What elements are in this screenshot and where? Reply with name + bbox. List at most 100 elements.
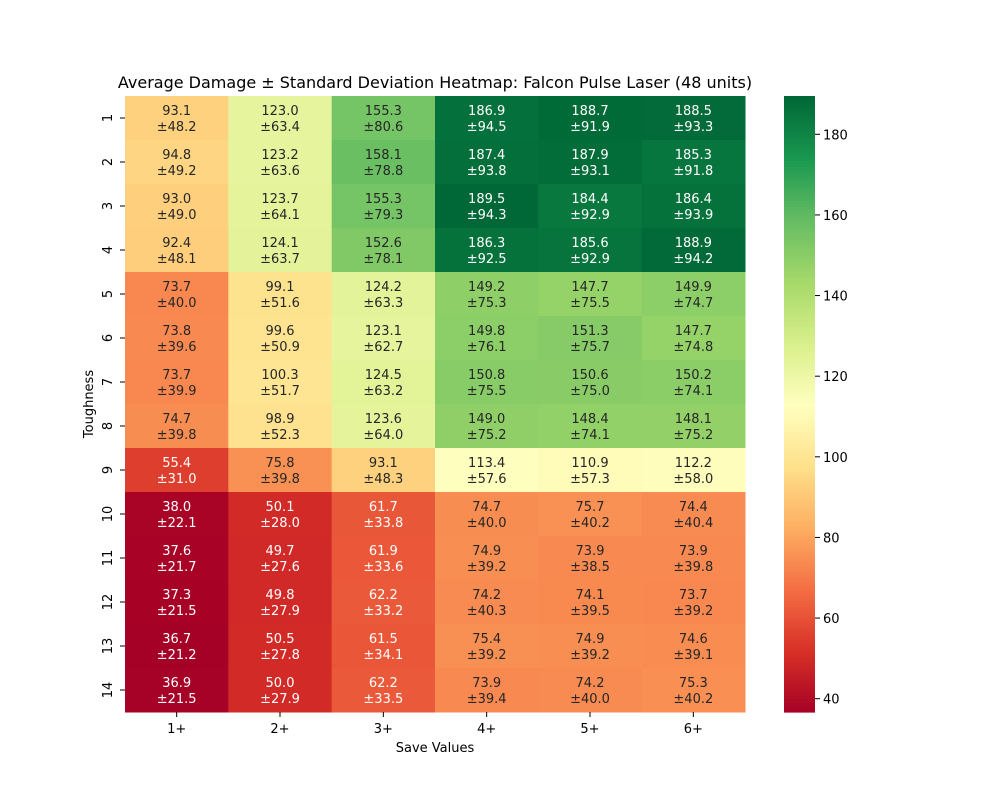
colorbar-segment [784,450,815,454]
cell-value-label: 73.9 [679,544,708,559]
colorbar-segment [784,388,815,393]
colorbar-segment [784,330,815,334]
cell-std-label: ±21.5 [157,604,197,619]
cell-std-label: ±63.3 [363,296,403,311]
cell-std-label: ±57.6 [467,472,507,487]
cell-std-label: ±93.1 [570,164,610,179]
colorbar-segment [784,601,815,605]
cell-value-label: 186.3 [468,236,505,251]
colorbar-segment [784,265,815,270]
heatmap-cell [435,448,539,493]
cell-std-label: ±50.9 [260,340,300,355]
cell-std-label: ±62.7 [363,340,403,355]
cell-value-label: 73.7 [162,280,191,295]
colorbar-segment [784,360,815,365]
cell-std-label: ±64.1 [260,208,300,223]
x-axis: 1+ 2+ 3+ 4+ 5+ 6+ [167,712,703,737]
colorbar-segment [784,136,815,140]
colorbar-segment [784,656,815,661]
heatmap-cell [435,184,539,229]
heatmap-cell [641,536,746,581]
cell-std-label: ±39.8 [157,428,197,443]
heatmap-cell [435,228,539,273]
heatmap-cell [641,448,746,493]
heatmap-cell [331,140,436,185]
heatmap-cell [125,140,229,185]
x-tick-label: 1+ [167,722,186,737]
colorbar-segment [784,259,815,263]
colorbar-segment [784,647,815,651]
heatmap-cell [331,404,436,449]
cell-std-label: ±21.5 [157,692,197,707]
heatmap-cell [228,536,333,581]
colorbar-segment [784,687,815,692]
colorbar-segment [784,179,815,183]
cell-value-label: 155.3 [365,192,402,207]
colorbar-segment [784,564,815,568]
colorbar-segment [784,345,815,350]
colorbar-segment [784,619,815,624]
heatmap-cell [228,272,333,317]
colorbar-segment [784,484,815,488]
heatmap-cell [228,360,333,405]
colorbar-segment [784,154,815,159]
heatmap-cell [538,228,643,273]
colorbar-segment [784,99,815,103]
cell-value-label: 148.4 [571,412,608,427]
cell-value-label: 74.9 [472,544,501,559]
colorbar-segment [784,561,815,565]
colorbar-segment [784,678,815,682]
colorbar-segment [784,542,815,547]
cell-std-label: ±74.8 [673,340,713,355]
heatmap-cell [641,624,746,669]
colorbar-segment [784,527,815,531]
cell-value-label: 185.6 [571,236,608,251]
colorbar-segment [784,333,815,337]
cell-std-label: ±28.0 [260,516,300,531]
cell-std-label: ±34.1 [363,648,403,663]
colorbar-segment [784,644,815,648]
cell-std-label: ±94.2 [673,252,713,267]
colorbar-segment [784,351,815,356]
cell-value-label: 62.2 [369,676,398,691]
cell-std-label: ±27.6 [260,560,300,575]
cell-value-label: 74.2 [576,676,605,691]
heatmap-cell [228,668,333,713]
cell-value-label: 61.5 [369,632,398,647]
cell-std-label: ±49.0 [157,208,197,223]
colorbar-segment [784,459,815,464]
colorbar-segment [784,397,815,402]
colorbar-segment [784,271,815,276]
heatmap-cell [125,580,229,625]
colorbar-segment [784,453,815,457]
heatmap-cell [228,404,333,449]
cell-value-label: 184.4 [571,192,608,207]
heatmap-cell [125,404,229,449]
colorbar-segment [784,240,815,245]
colorbar-segment [784,373,815,377]
colorbar-segment [784,524,815,528]
colorbar-segment [784,659,815,664]
cell-std-label: ±63.4 [260,120,300,135]
cell-std-label: ±22.1 [157,516,197,531]
heatmap-cell [228,448,333,493]
colorbar-segment [784,671,815,676]
colorbar-segment [784,299,815,303]
colorbar-segment [784,354,815,359]
colorbar-segment [784,394,815,399]
heatmap-cell [331,624,436,669]
colorbar-segment [784,296,815,300]
heatmap-cell [331,668,436,713]
colorbar-segment [784,311,815,316]
cell-value-label: 149.9 [675,280,712,295]
heatmap-cells [125,96,746,713]
heatmap-cell [125,624,229,669]
colorbar-segment [784,216,815,220]
colorbar-segment [784,558,815,562]
colorbar-segment [784,339,815,343]
colorbar-segment [784,530,815,534]
cell-value-label: 149.8 [468,324,505,339]
colorbar-segment [784,169,815,174]
heatmap-cell [228,184,333,229]
heatmap-cell [228,580,333,625]
